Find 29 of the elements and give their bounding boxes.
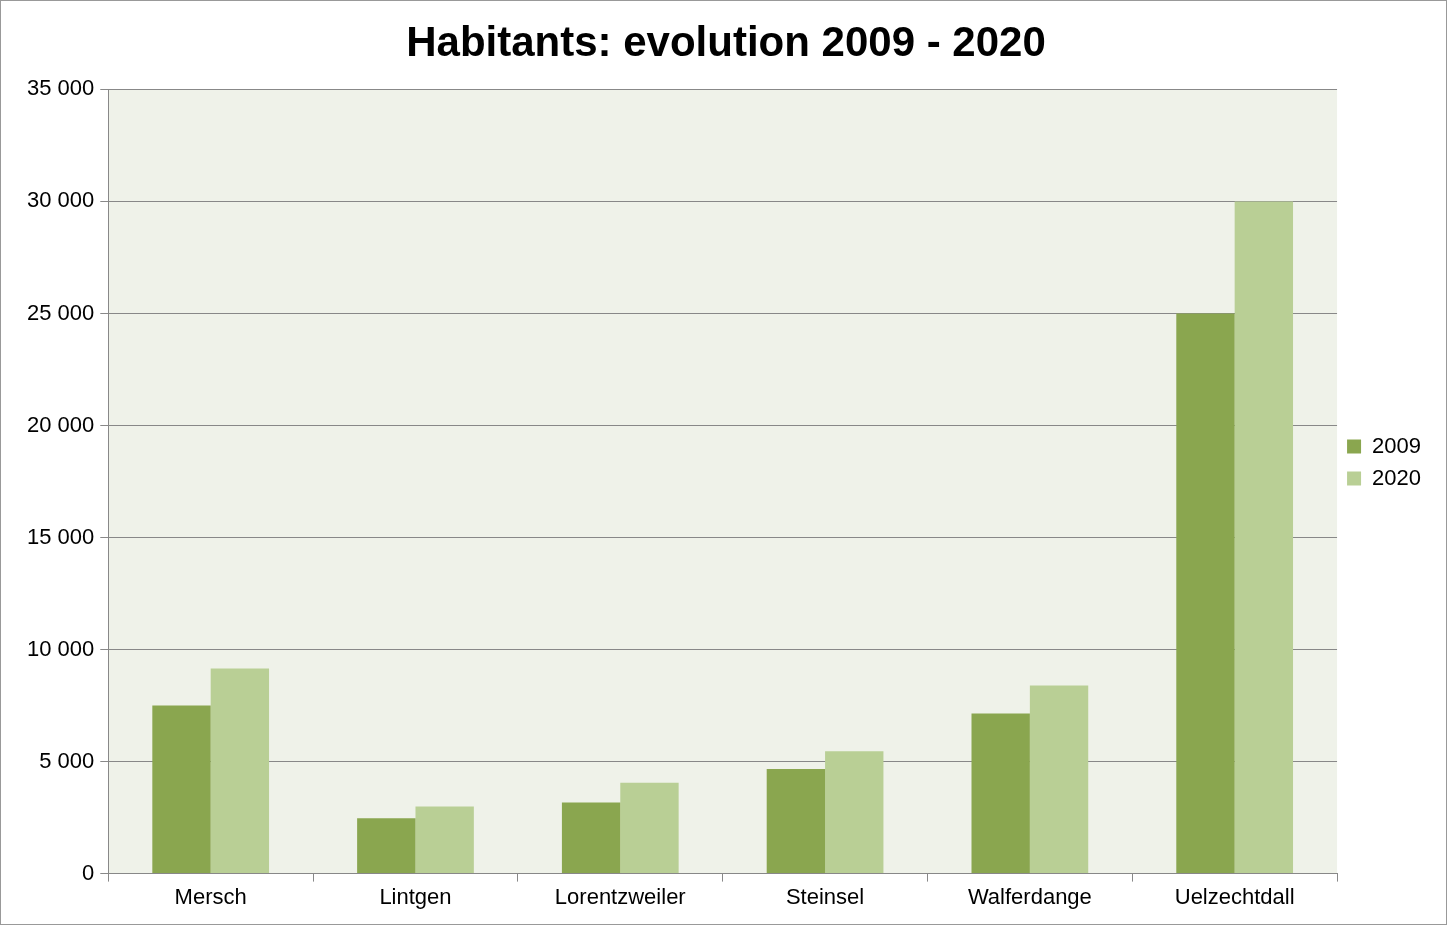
bar: [357, 818, 416, 874]
y-tick-label: 25 000: [26, 299, 95, 325]
y-tick-label: 20 000: [26, 411, 95, 437]
bar: [1029, 685, 1089, 874]
x-tick-label: Steinsel: [785, 883, 865, 909]
y-tick-label: 15 000: [26, 523, 95, 549]
bar: [210, 668, 270, 874]
x-tick-label: Walferdange: [967, 883, 1092, 909]
bar: [766, 768, 826, 874]
y-tick-label: 0: [82, 859, 95, 885]
bar: [620, 782, 679, 874]
chart-title: Habitants: evolution 2009 - 2020: [406, 17, 1046, 65]
x-tick-label: Uelzechtdall: [1174, 883, 1295, 909]
legend-label: 2020: [1372, 464, 1422, 490]
bar: [415, 806, 474, 874]
y-tick-label: 5 000: [39, 747, 95, 773]
x-tick-label: Lorentzweiler: [554, 883, 686, 909]
y-tick-label: 30 000: [26, 187, 95, 213]
bar: [1234, 201, 1294, 874]
x-tick-label: Lintgen: [379, 883, 452, 909]
y-tick-label: 10 000: [26, 635, 95, 661]
x-tick-label: Mersch: [174, 883, 247, 909]
bar: [1176, 313, 1235, 874]
y-tick-label: 35 000: [26, 75, 95, 101]
bar: [971, 713, 1030, 874]
legend-label: 2009: [1372, 432, 1422, 458]
bar: [152, 705, 211, 874]
bar: [561, 802, 621, 874]
bar: [825, 751, 884, 874]
